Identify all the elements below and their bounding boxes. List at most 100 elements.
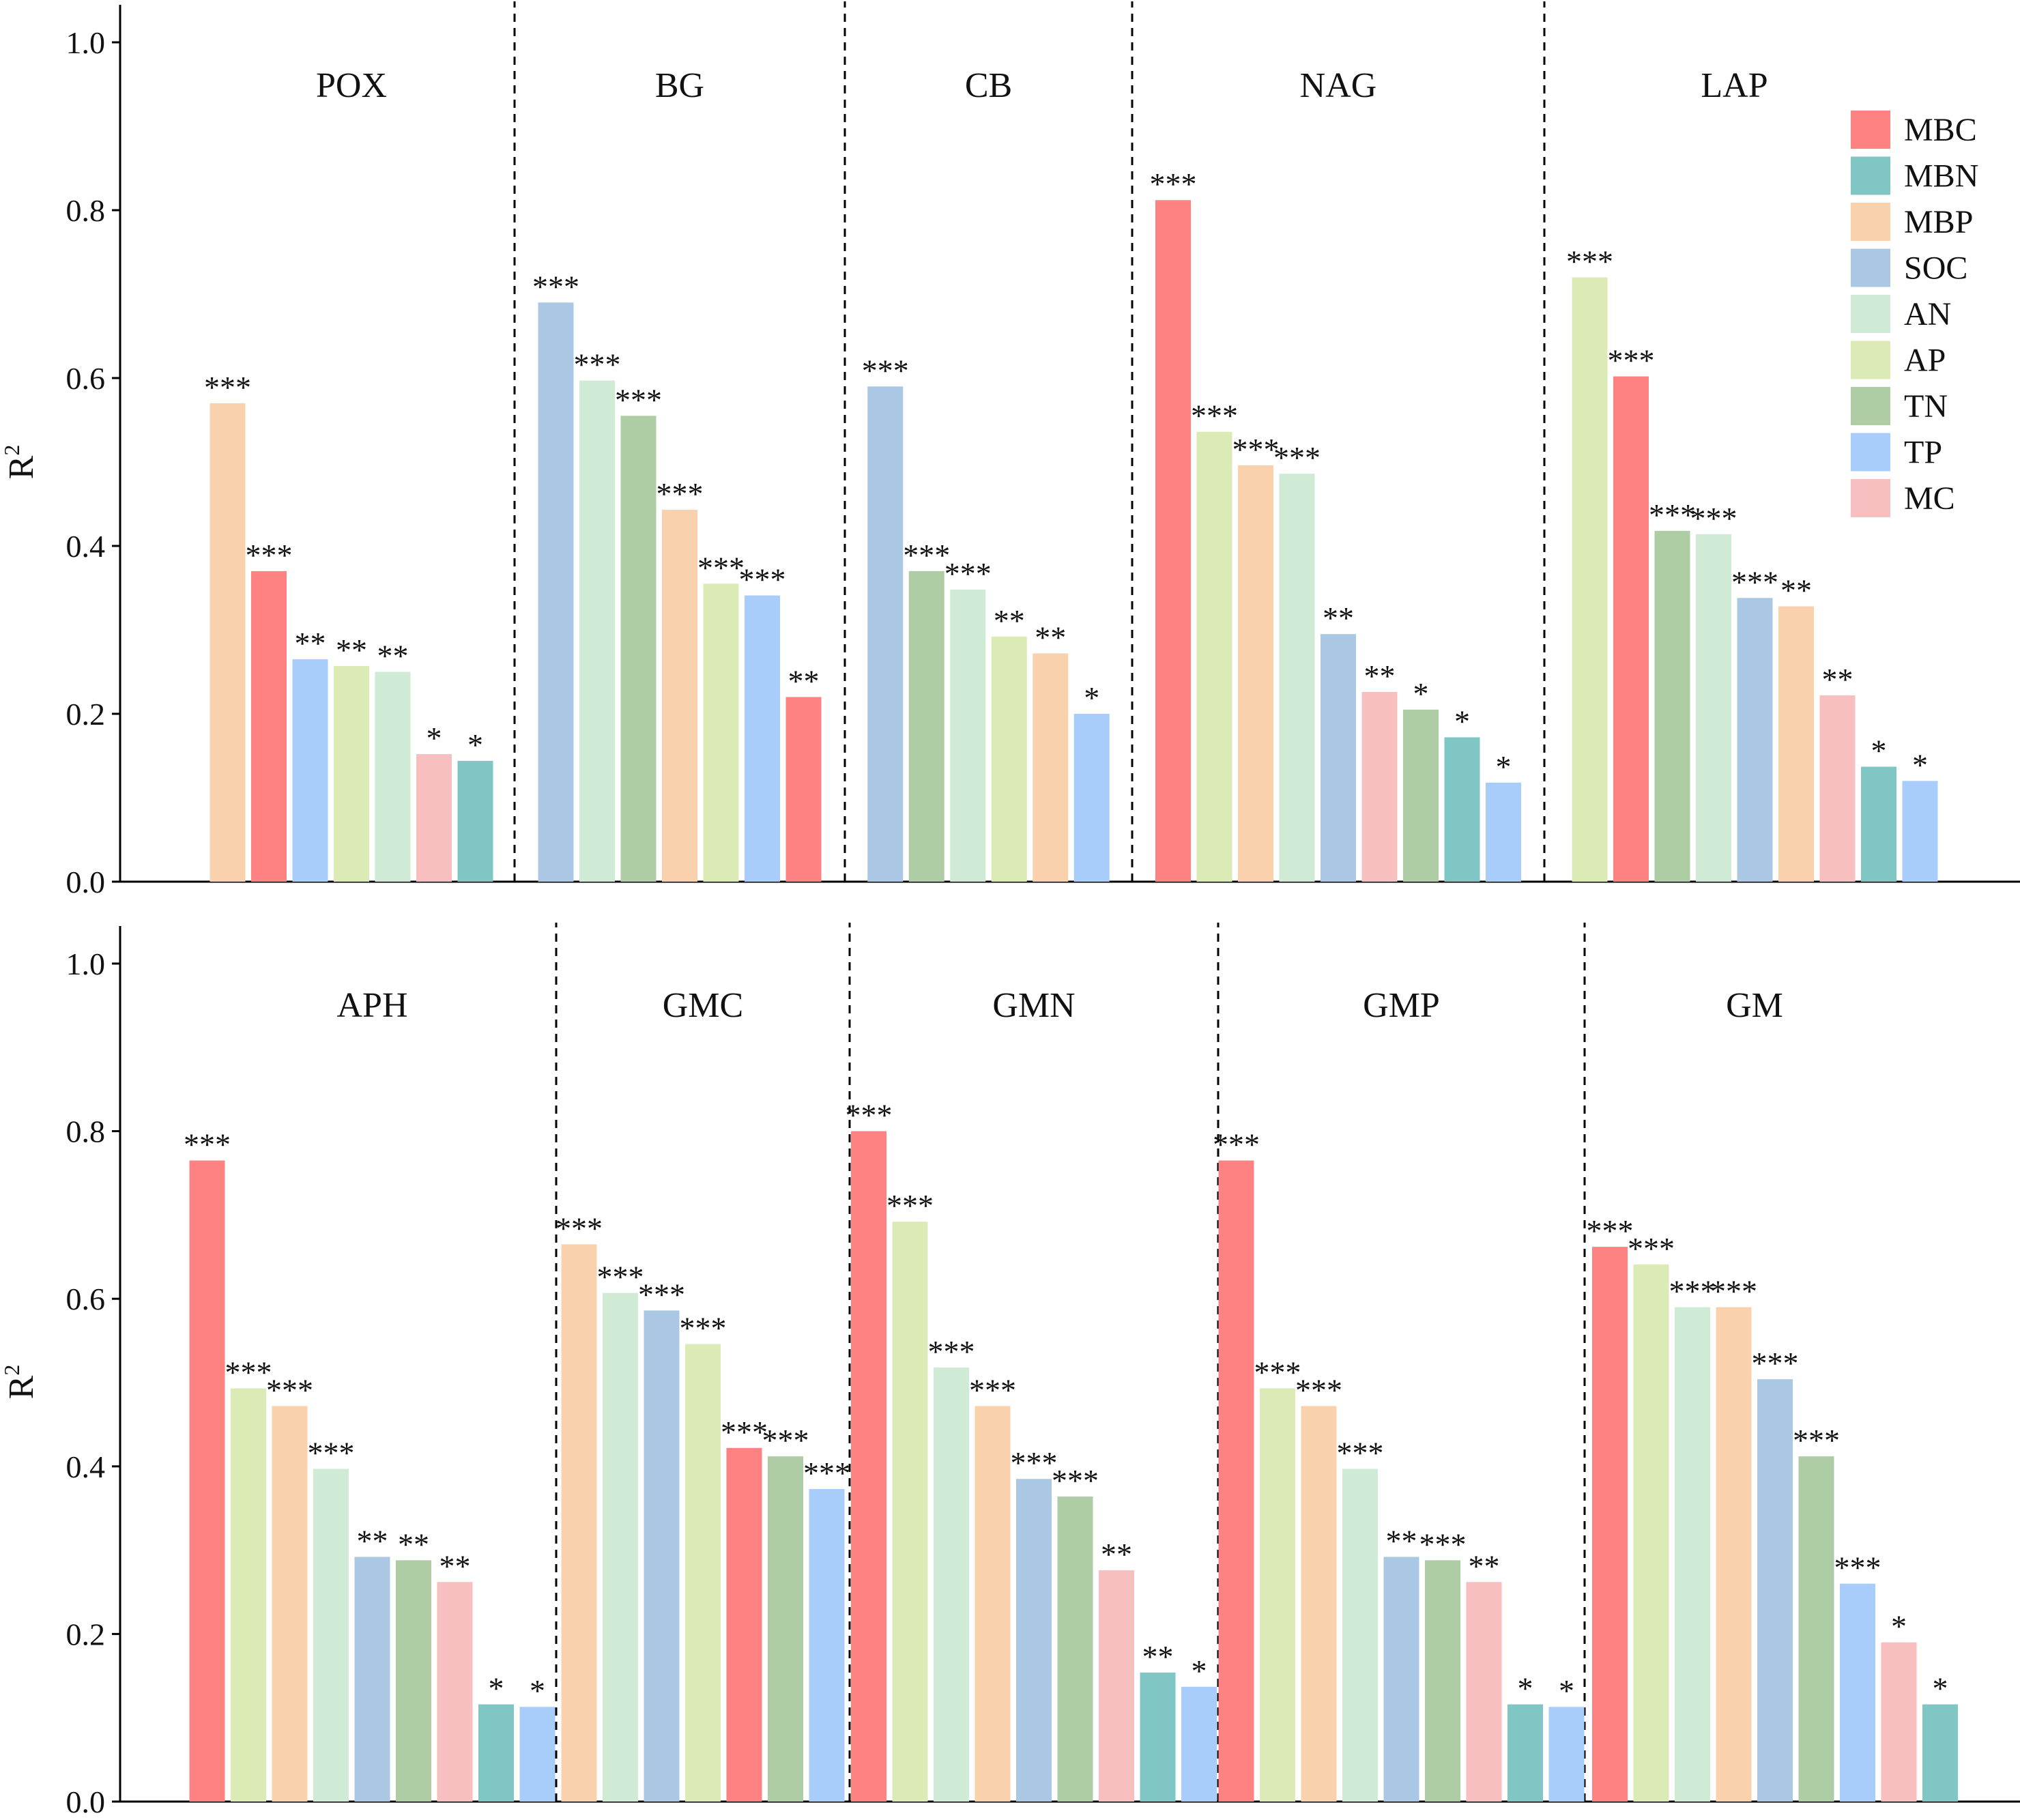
y-tick-label: 0.2 [66,1617,106,1651]
group-title: POX [316,66,387,105]
y-tick-label: 0.0 [66,1785,106,1817]
bar-gmn-mbp [975,1406,1011,1802]
bar-gmc-soc [644,1310,680,1802]
bar-aph-soc [354,1557,390,1802]
significance-label: * [1413,676,1429,711]
significance-label: *** [532,269,579,304]
significance-label: * [1559,1673,1574,1708]
significance-label: * [1192,1653,1207,1688]
significance-label: ** [1822,662,1853,697]
significance-label: *** [739,562,786,597]
bar-gm-ap [1633,1264,1669,1802]
bar-pox-mbc [251,570,287,882]
bar-nag-mbp [1238,465,1273,882]
significance-label: *** [1752,1346,1799,1381]
y-tick-label: 0.6 [66,1282,106,1316]
significance-label: *** [1273,440,1321,475]
y-tick-label: 1.0 [66,25,106,60]
significance-label: *** [266,1372,313,1407]
significance-label: ** [1780,573,1812,608]
bar-lap-an [1696,534,1731,882]
legend-swatch-mbc [1851,111,1890,149]
bar-nag-mc [1361,692,1398,882]
significance-label: *** [1052,1463,1099,1498]
significance-label: *** [574,347,621,382]
bar-cb-tn [908,570,944,882]
significance-label: *** [1191,399,1238,433]
significance-label: ** [377,639,409,674]
significance-label: *** [1793,1423,1840,1458]
group-title: CB [965,66,1012,105]
bar-pox-an [375,671,411,882]
bar-bg-mbp [662,510,697,882]
bar-gmp-mbc [1218,1160,1254,1802]
bar-gmn-mc [1099,1570,1134,1802]
bar-bg-tp [745,595,780,882]
y-axis-title-superscript: 2 [0,445,24,456]
significance-label: *** [886,1188,934,1223]
significance-label: ** [788,663,820,698]
legend-swatch-tn [1851,387,1890,425]
significance-label: *** [1150,167,1197,201]
bar-bg-mbc [785,697,822,882]
significance-label: *** [1254,1355,1301,1390]
bar-pox-mc [416,754,452,882]
bar-gm-mbp [1716,1307,1752,1802]
significance-label: *** [1213,1127,1260,1162]
bar-aph-an [313,1469,349,1802]
bar-lap-mbp [1778,606,1814,882]
significance-label: *** [903,538,950,573]
bar-lap-ap [1572,277,1608,882]
significance-label: * [1084,680,1099,715]
significance-label: *** [1731,564,1778,599]
significance-label: ** [1142,1639,1174,1674]
significance-label: * [1891,1609,1907,1644]
significance-label: *** [597,1260,644,1295]
group-title: GMP [1363,986,1440,1025]
bar-aph-ap [231,1388,266,1802]
bar-nag-ap [1196,431,1232,882]
significance-label: *** [1419,1527,1467,1561]
bar-lap-tn [1654,530,1690,882]
significance-label: *** [184,1127,231,1162]
significance-label: *** [246,538,293,573]
bar-bg-ap [703,583,739,882]
bar-cb-mbp [1033,653,1069,882]
bar-gmc-an [603,1292,638,1802]
significance-label: *** [762,1423,809,1458]
bar-nag-tn [1403,709,1439,882]
significance-label: * [489,1671,504,1706]
y-axis-title-main: R [2,455,41,479]
bar-gmp-mc [1466,1582,1502,1802]
bar-pox-mbn [457,760,493,882]
y-tick-label: 0.2 [66,697,106,732]
significance-label: *** [1669,1273,1716,1308]
significance-label: ** [336,633,367,667]
significance-label: *** [656,476,704,511]
significance-label: *** [1566,244,1613,278]
significance-label: *** [680,1311,727,1346]
significance-label: *** [862,353,909,388]
bar-pox-ap [334,665,369,882]
significance-label: * [1933,1671,1948,1706]
legend-swatch-mc [1851,479,1890,517]
y-tick-label: 0.0 [66,865,106,899]
legend-swatch-ap [1851,341,1890,379]
significance-label: *** [944,556,992,591]
legend-label-mbc: MBC [1904,112,1977,148]
bar-gmp-tp [1548,1707,1585,1802]
significance-label: *** [556,1211,603,1245]
significance-label: *** [969,1372,1016,1407]
y-axis-title: R2 [0,445,41,480]
legend-label-mc: MC [1904,480,1955,517]
legend-swatch-mbp [1851,203,1890,241]
bar-nag-tp [1486,782,1521,882]
significance-label: * [1871,733,1887,768]
bar-aph-mbp [272,1406,308,1802]
bar-gm-soc [1757,1379,1793,1802]
significance-label: *** [1710,1273,1757,1308]
bar-aph-mc [437,1582,473,1802]
significance-label: *** [697,550,745,585]
legend-label-tn: TN [1904,388,1948,424]
bar-gmp-soc [1383,1557,1419,1802]
